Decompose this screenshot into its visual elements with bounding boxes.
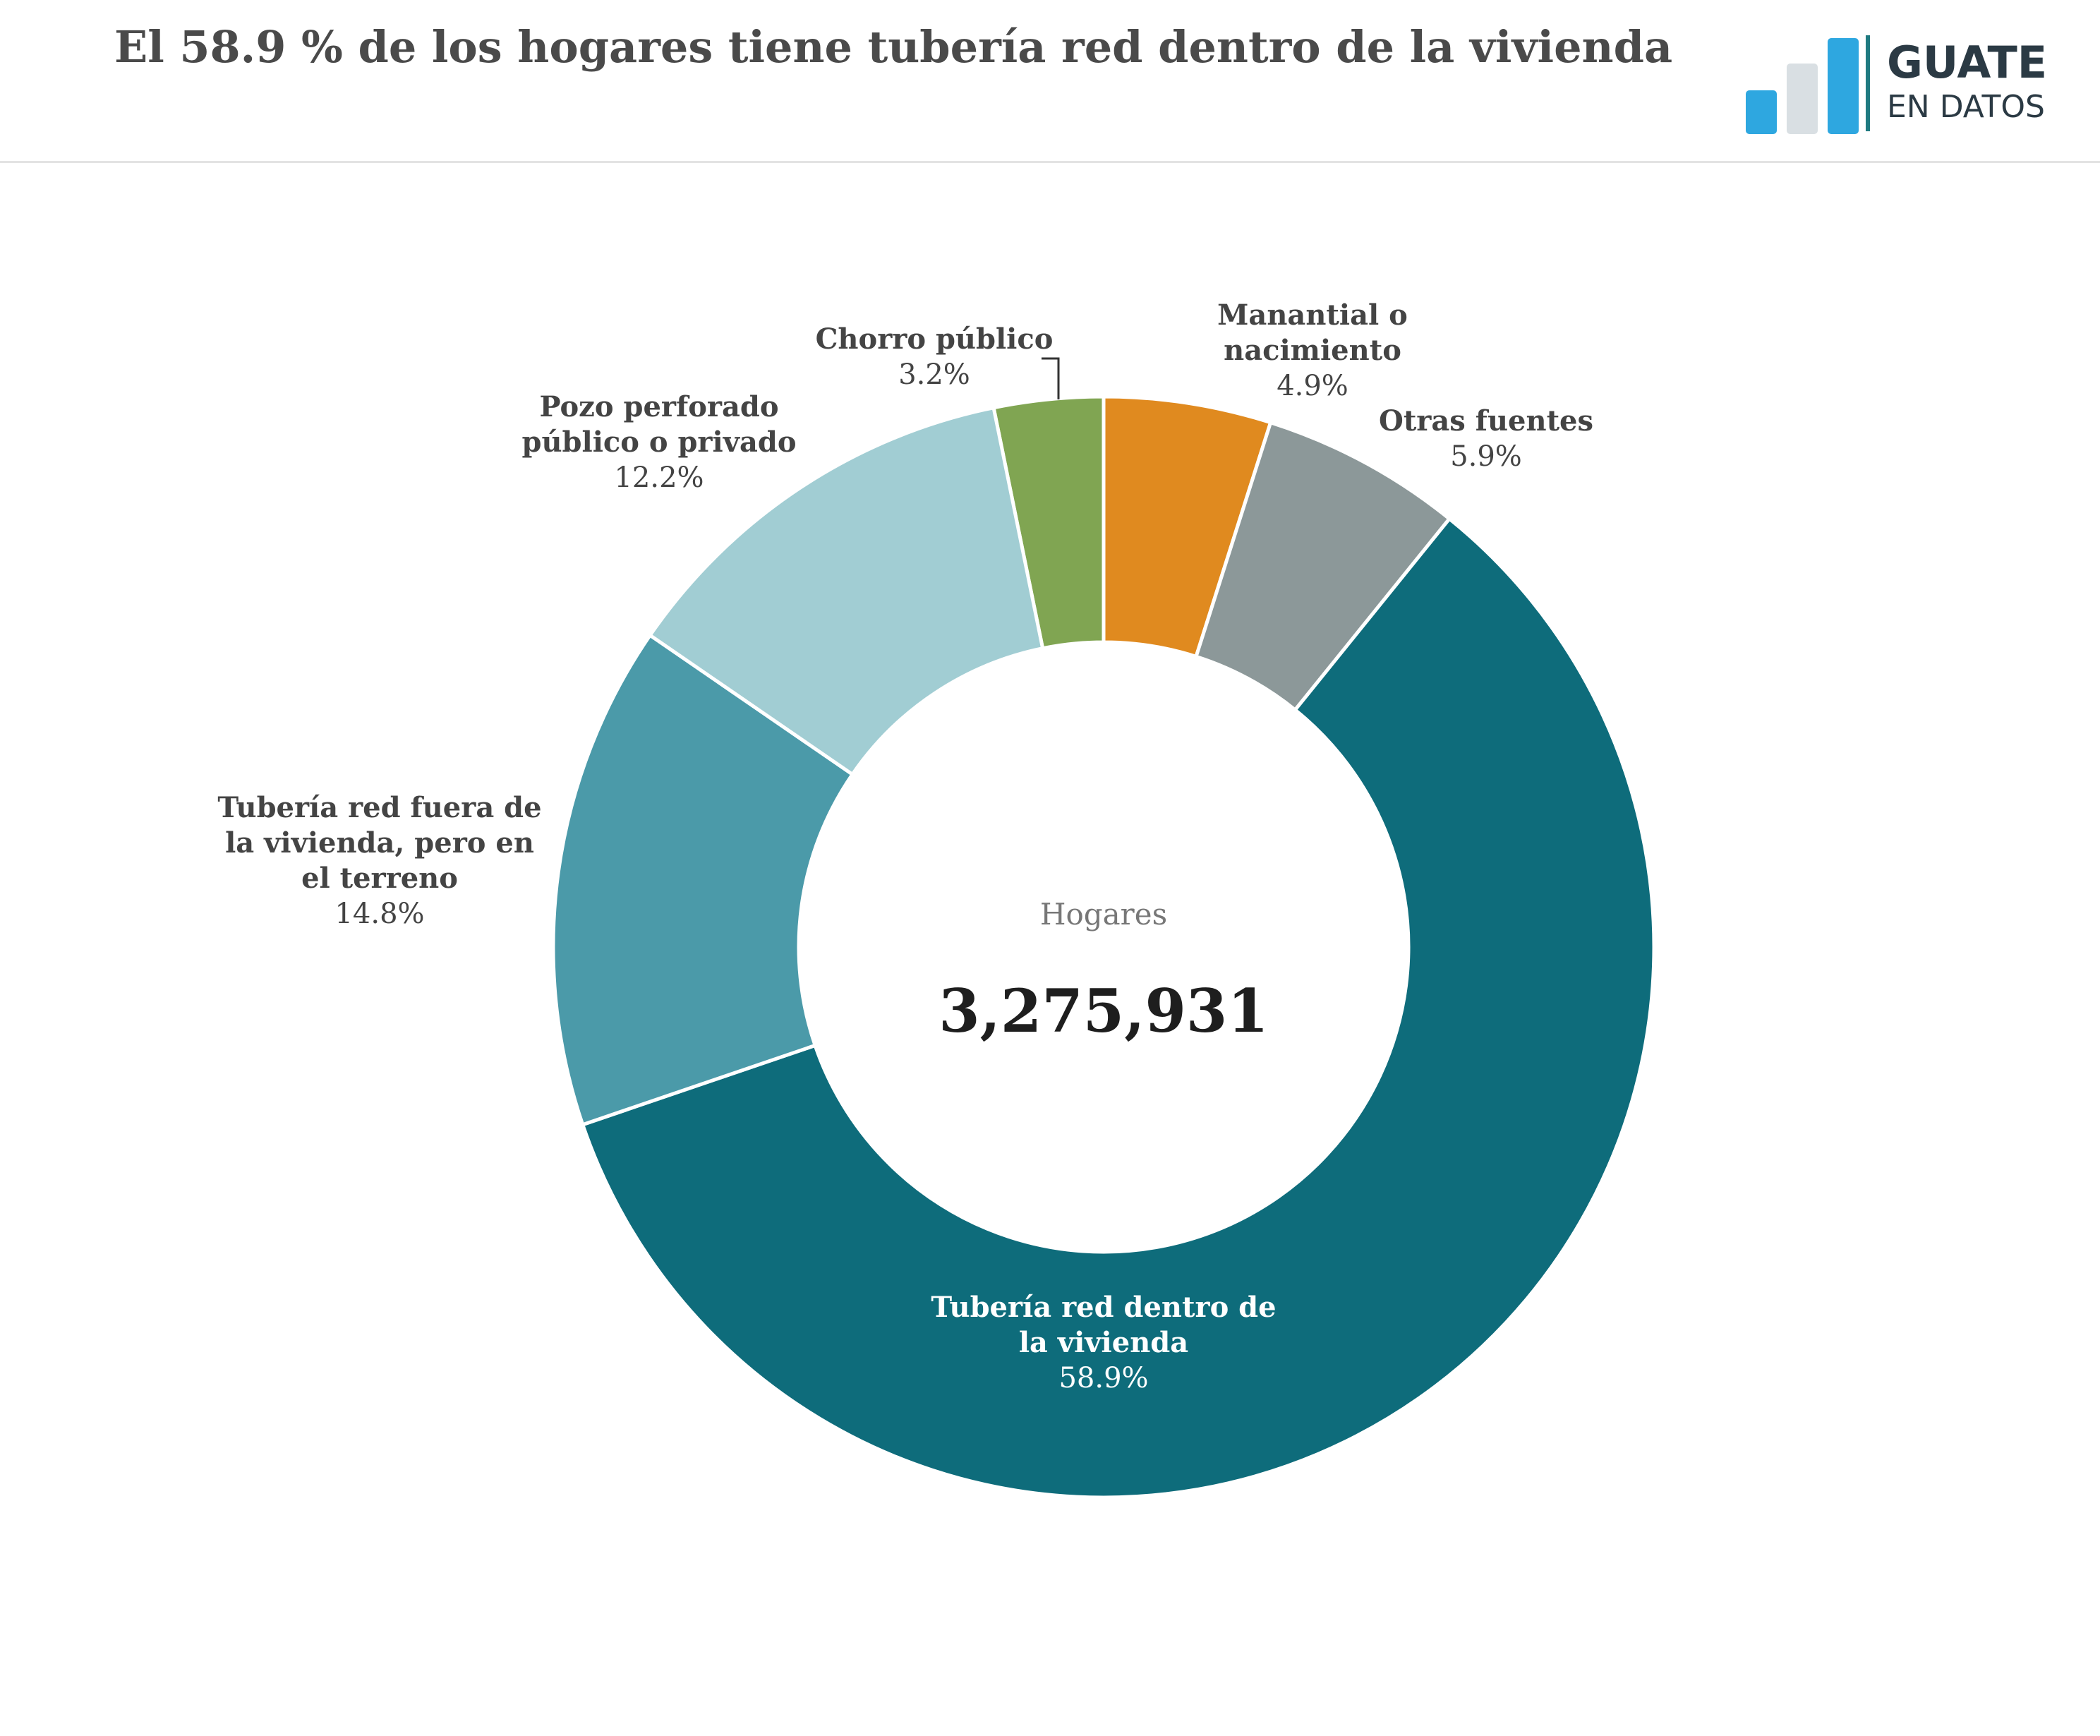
logo-text-guate: GUATE (1887, 37, 2048, 88)
donut-labels: Tubería red dentro de la vivienda 58.9% Tub… (217, 299, 1593, 1394)
donut-slice-0 (580, 516, 1656, 1500)
slice-label-1: Tubería red fuera de la vivienda, pero en… (217, 791, 541, 930)
logo-bar-2 (1787, 64, 1818, 134)
donut-slices (551, 394, 1656, 1500)
logo-bar-1 (1746, 90, 1777, 134)
slice-label-4: Manantial o nacimiento 4.9% (1217, 299, 1408, 402)
chart-title: El 58.9 % de los hogares tiene tubería r… (114, 21, 1673, 73)
logo-bar-3 (1828, 38, 1859, 134)
slice-label-2: Pozo perforado público o privado 12.2% (521, 390, 796, 494)
slice-label-5: Otras fuentes 5.9% (1379, 404, 1593, 473)
slice-label-0: Tubería red dentro de la vivienda 58.9% (931, 1291, 1276, 1394)
chorro-leader-line (1042, 357, 1060, 399)
logo-text-en-datos: EN DATOS (1887, 89, 2045, 125)
center-label: Hogares (1040, 897, 1167, 932)
header: El 58.9 % de los hogares tiene tubería r… (0, 0, 2100, 163)
logo-divider (1866, 35, 1870, 131)
donut-slice-1 (551, 632, 855, 1127)
center-value: 3,275,931 (939, 976, 1269, 1046)
guate-en-datos-logo: GUATE EN DATOS (1746, 35, 2070, 134)
donut-slice-2 (647, 405, 1045, 777)
slice-label-3: Chorro público 3.2% (816, 323, 1054, 391)
